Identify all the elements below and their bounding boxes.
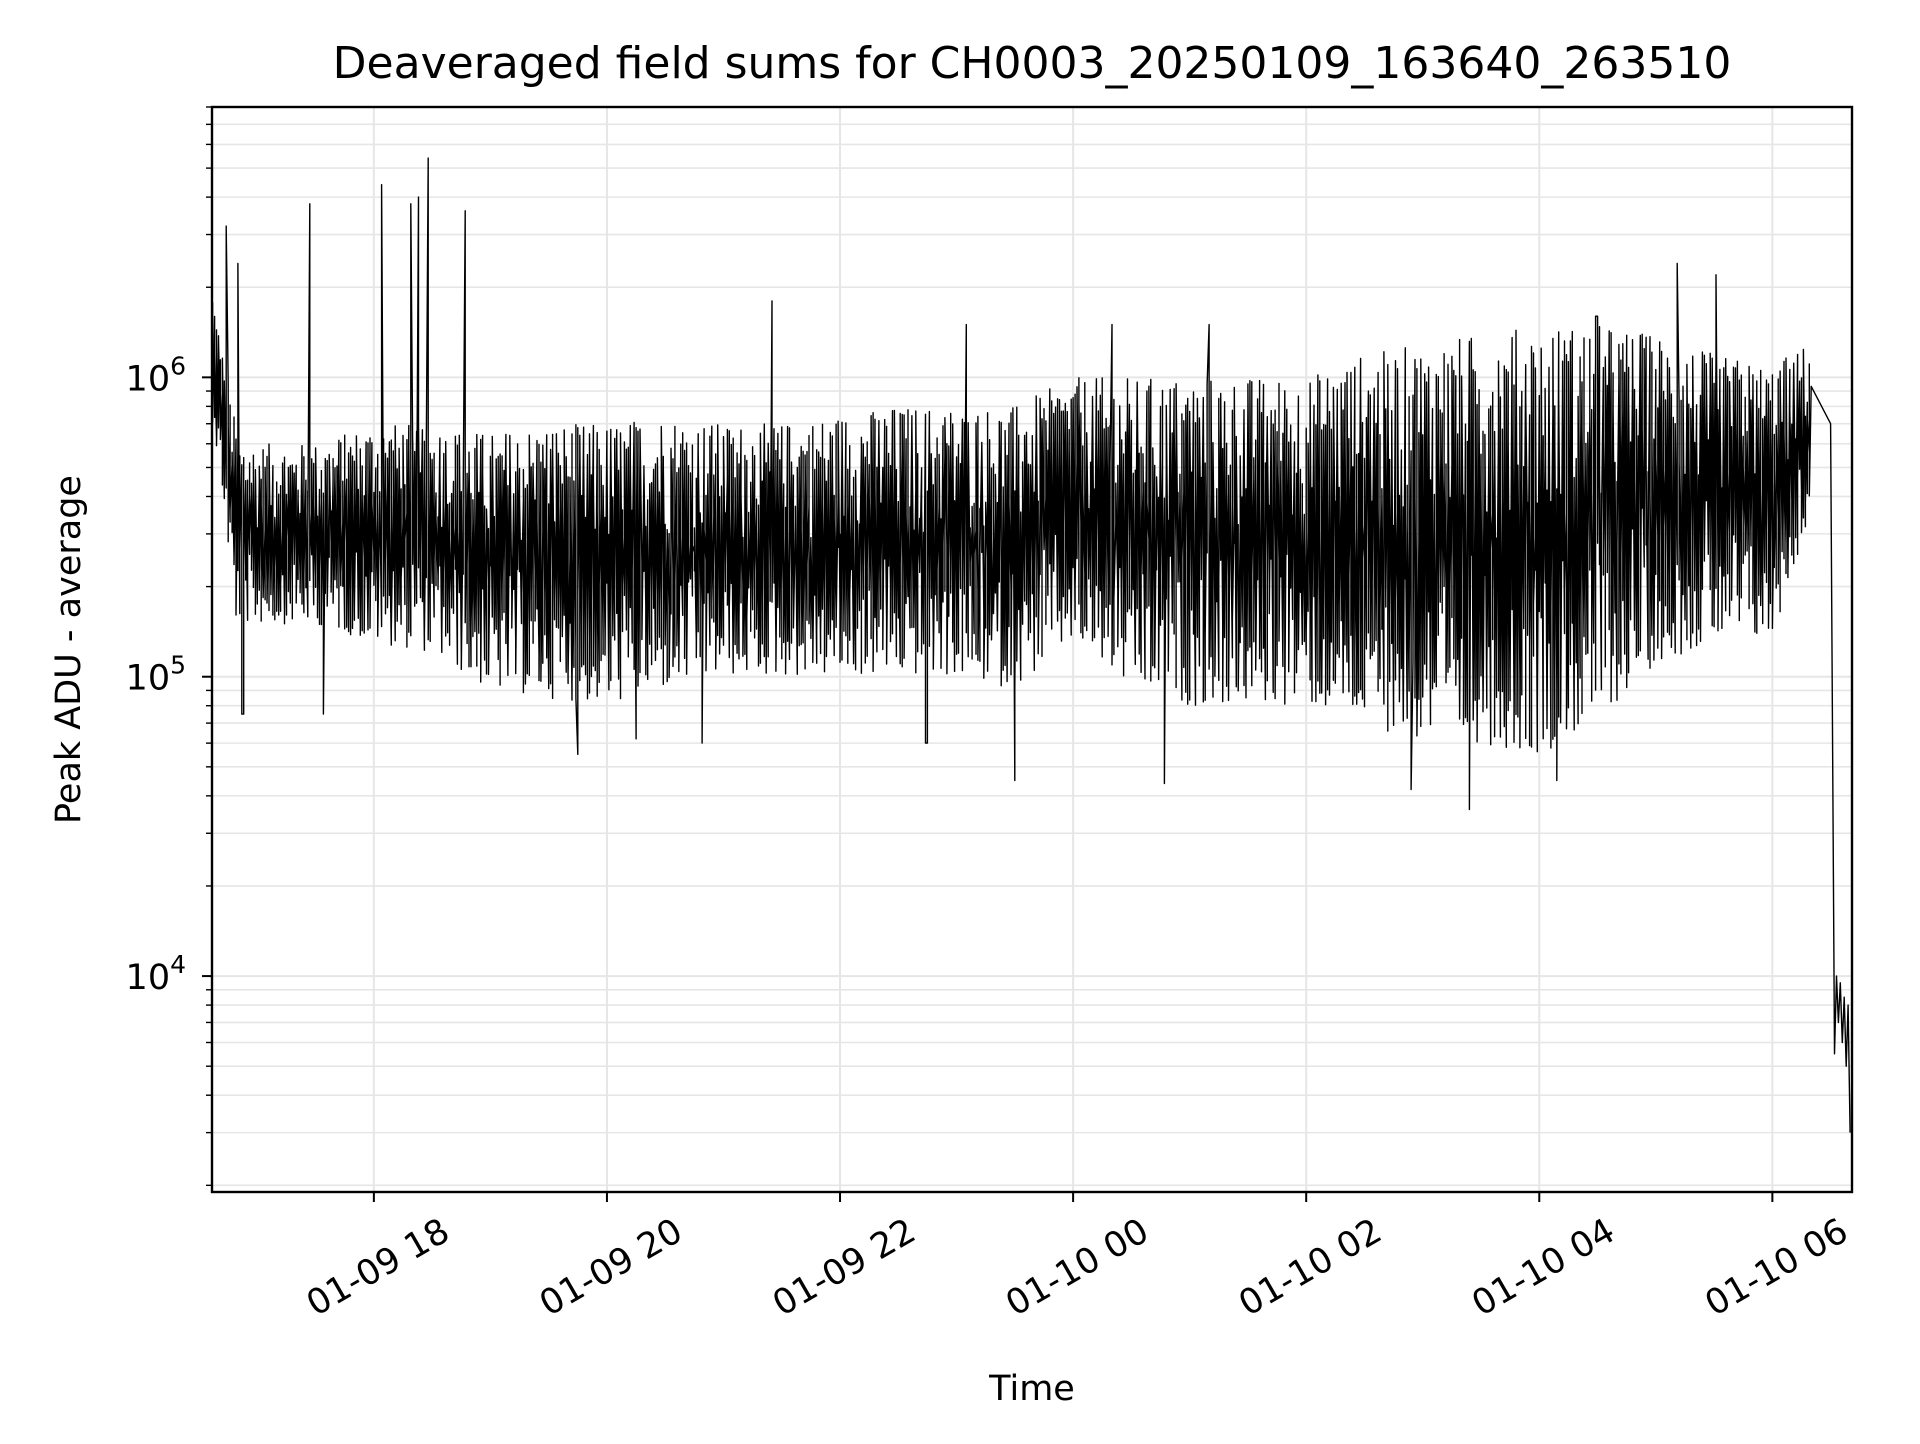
x-tick-label: 01-10 00 xyxy=(999,1211,1155,1324)
y-tick-label: 105 xyxy=(126,651,186,699)
x-tick-label: 01-10 06 xyxy=(1699,1211,1855,1324)
y-tick-base: 10 xyxy=(126,958,171,998)
plot-frame xyxy=(210,105,1854,1194)
y-tick-label: 104 xyxy=(126,950,186,998)
y-tick-exponent: 6 xyxy=(170,351,186,380)
chart-title: Deaveraged field sums for CH0003_2025010… xyxy=(333,38,1732,89)
series-timeseries xyxy=(211,157,1851,1133)
x-axis-label: Time xyxy=(988,1369,1075,1409)
x-tick-label: 01-09 20 xyxy=(533,1211,689,1324)
y-tick-label: 106 xyxy=(126,351,186,399)
y-tick-base: 10 xyxy=(126,659,171,699)
y-tick-base: 10 xyxy=(126,359,171,399)
x-tick-label: 01-09 22 xyxy=(766,1211,922,1324)
series-line xyxy=(211,157,1851,1133)
y-tick-exponent: 4 xyxy=(170,950,186,979)
x-tick-label: 01-10 04 xyxy=(1465,1211,1621,1324)
axis-ticks xyxy=(202,106,1774,1202)
y-tick-exponent: 5 xyxy=(170,651,186,680)
x-tick-label: 01-09 18 xyxy=(300,1211,456,1324)
x-tick-label: 01-10 02 xyxy=(1232,1211,1388,1324)
y-axis-label: Peak ADU - average xyxy=(49,475,89,824)
